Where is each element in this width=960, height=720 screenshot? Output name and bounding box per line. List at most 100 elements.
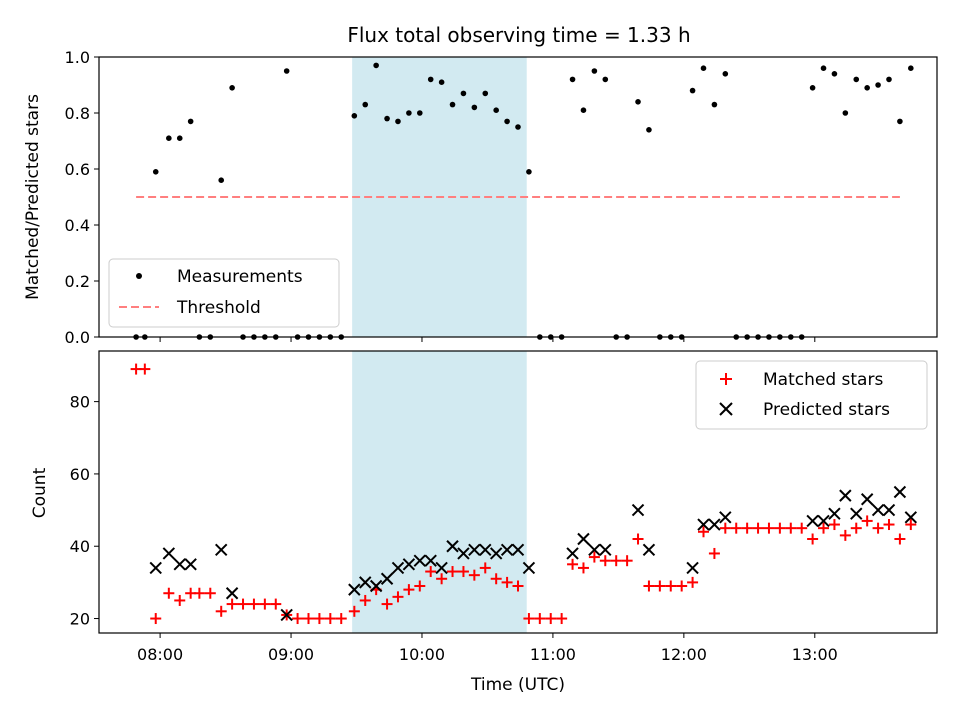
matched-star-point <box>215 605 227 617</box>
measurement-point <box>897 118 903 125</box>
matched-star-point <box>621 555 633 567</box>
measurement-point <box>853 76 860 83</box>
matched-star-point <box>588 551 600 563</box>
measurement-point <box>416 110 423 116</box>
predicted-star-point <box>173 558 186 571</box>
top-plot-marks <box>133 62 914 340</box>
matched-star-point <box>303 613 314 625</box>
matched-star-point <box>490 573 502 585</box>
predicted-star-point <box>149 561 162 575</box>
predicted-star-point <box>828 507 841 520</box>
matched-star-point <box>534 613 546 625</box>
measurement-point <box>591 68 598 74</box>
bottom-x-ticks: 08:00 09:00 10:00 11:00 12:00 13:00 <box>137 633 838 664</box>
predicted-star-point <box>359 576 372 589</box>
measurement-point <box>722 71 729 77</box>
x-tick-label: 10:00 <box>399 645 445 664</box>
measurement-point <box>711 101 718 108</box>
matched-star-point <box>193 587 205 599</box>
matched-star-point <box>577 562 589 574</box>
predicted-star-point <box>280 608 293 622</box>
legend-label-matched-stars: Matched stars <box>763 370 883 390</box>
predicted-star-point <box>511 543 525 557</box>
predicted-star-point <box>817 514 830 528</box>
predicted-star-point <box>577 532 590 546</box>
legend-label-measurements: Measurements <box>177 267 303 287</box>
predicted-star-point <box>468 543 481 557</box>
matched-star-point <box>567 558 579 570</box>
predicted-star-point <box>599 543 612 557</box>
predicted-star-point <box>806 514 819 528</box>
matched-star-point <box>523 613 535 625</box>
matched-star-point <box>335 613 347 625</box>
measurement-point <box>875 82 881 88</box>
matched-star-point <box>545 613 557 625</box>
bottom-y-tick-label: 40 <box>70 537 90 556</box>
matched-star-point <box>447 566 459 578</box>
matched-star-point <box>763 522 775 534</box>
bottom-legend-box <box>695 360 928 430</box>
predicted-star-point <box>522 561 536 575</box>
predicted-star-point <box>686 561 699 575</box>
matched-star-point <box>237 598 249 610</box>
top-y-tick-label: 0.2 <box>65 272 90 291</box>
predicted-star-point <box>184 558 197 571</box>
matched-star-point <box>313 613 325 625</box>
measurement-point <box>886 76 892 83</box>
predicted-star-point <box>500 543 514 557</box>
matched-star-point <box>730 522 742 534</box>
measurement-point <box>842 110 849 116</box>
measurement-point <box>351 113 358 119</box>
measurement-point <box>602 76 609 83</box>
matched-star-point <box>501 576 513 588</box>
predicted-stars-legend-marker <box>719 402 733 416</box>
matched-star-point <box>719 522 731 534</box>
predicted-star-point <box>435 561 448 575</box>
top-panel: 0.0 0.2 0.4 0.6 0.8 1.0 Matched/Predicted sta… <box>23 48 938 347</box>
x-tick-label: 13:00 <box>792 645 838 664</box>
bottom-y-axis-label: Count <box>30 467 50 518</box>
predicted-star-point <box>380 572 394 585</box>
matched-star-point <box>697 526 709 538</box>
matched-star-point <box>436 573 448 585</box>
measurement-point <box>580 107 587 113</box>
matched-star-point <box>676 580 688 592</box>
predicted-star-point <box>369 579 383 593</box>
measurement-point <box>176 135 183 141</box>
measurement-point <box>864 85 870 91</box>
matched-star-point <box>818 522 830 534</box>
predicted-star-point <box>893 485 907 499</box>
measurement-point <box>152 169 159 175</box>
predicted-star-point <box>566 547 579 560</box>
predicted-star-point <box>904 511 918 524</box>
predicted-star-point <box>860 493 874 506</box>
matched-star-point <box>894 533 906 545</box>
matched-star-point <box>599 555 611 567</box>
predicted-star-point <box>457 547 470 560</box>
top-y-tick-label: 0.6 <box>65 160 90 179</box>
matched-star-point <box>259 598 271 610</box>
legend-label-predicted-stars: Predicted stars <box>763 400 890 420</box>
top-axes-frame <box>98 56 938 338</box>
predicted-star-point <box>402 558 416 571</box>
bottom-y-tick-label: 60 <box>70 465 90 484</box>
measurement-point <box>427 76 434 83</box>
predicted-star-point <box>446 540 459 553</box>
matched-star-point <box>270 598 282 610</box>
matched-star-point <box>359 594 371 606</box>
matched-star-point <box>174 594 186 606</box>
measurement-point <box>395 118 401 125</box>
matched-star-point <box>708 547 720 559</box>
top-legend-box <box>108 258 340 328</box>
matched-stars-legend-marker <box>720 373 732 385</box>
measurement-point <box>689 87 696 94</box>
top-y-ticks: 0.0 0.2 0.4 0.6 0.8 1.0 <box>65 48 99 347</box>
predicted-star-point <box>850 507 863 520</box>
matched-star-point <box>292 613 304 625</box>
matched-star-point <box>839 529 851 541</box>
predicted-star-point <box>489 547 503 560</box>
matched-star-point <box>226 598 238 610</box>
matched-star-point <box>457 566 469 578</box>
measurement-point <box>809 85 816 91</box>
legend-label-threshold: Threshold <box>176 298 261 318</box>
